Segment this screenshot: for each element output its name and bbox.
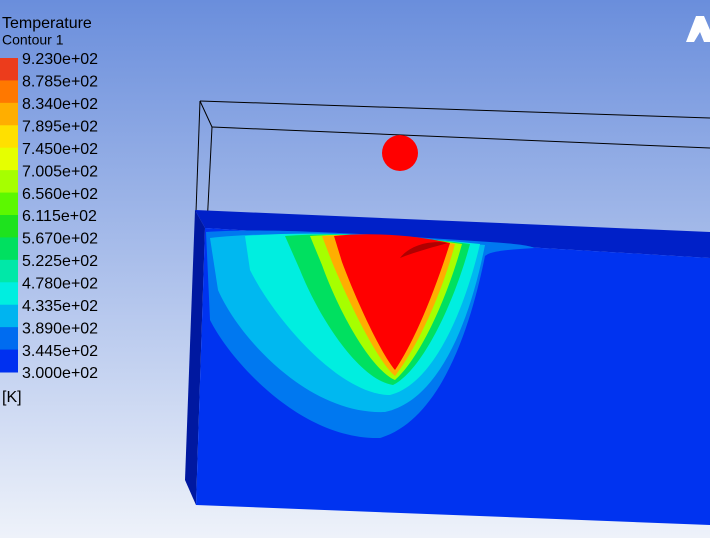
legend-label: 9.230e+02 <box>22 51 98 68</box>
legend-label: 3.445e+02 <box>22 343 98 360</box>
color-band <box>0 125 18 149</box>
legend-label: 8.785e+02 <box>22 74 98 91</box>
color-band <box>0 80 18 104</box>
legend-title: Temperature <box>2 15 92 32</box>
legend-label: 4.335e+02 <box>22 298 98 315</box>
droplet <box>382 135 418 171</box>
legend-label: 3.000e+02 <box>22 365 98 382</box>
color-band <box>0 259 18 283</box>
legend-subtitle: Contour 1 <box>2 32 64 48</box>
legend-label: 5.670e+02 <box>22 231 98 248</box>
legend-unit: [K] <box>2 389 22 406</box>
legend-label: 6.115e+02 <box>22 208 97 225</box>
legend-label: 7.450e+02 <box>22 141 98 158</box>
color-band <box>0 304 18 328</box>
domain-outline <box>195 100 710 227</box>
legend-label: 7.895e+02 <box>22 119 98 136</box>
color-band <box>0 102 18 126</box>
color-band <box>0 58 18 81</box>
legend-label: 8.340e+02 <box>22 96 98 113</box>
color-band <box>0 215 18 238</box>
color-band <box>0 282 18 306</box>
color-bar: 9.230e+02 8.785e+02 8.340e+02 7.895e+02 7.45… <box>0 51 98 382</box>
color-band <box>0 237 18 261</box>
color-band <box>0 327 18 351</box>
color-band <box>0 147 18 171</box>
color-band <box>0 192 18 216</box>
legend-label: 6.560e+02 <box>22 186 98 203</box>
legend-label: 4.780e+02 <box>22 276 98 293</box>
workpiece <box>185 210 710 525</box>
legend-label: 3.890e+02 <box>22 320 98 337</box>
color-band <box>0 349 18 373</box>
legend-label: 7.005e+02 <box>22 163 98 180</box>
legend-label: 5.225e+02 <box>22 253 98 270</box>
color-band <box>0 170 18 194</box>
logo <box>686 16 710 42</box>
